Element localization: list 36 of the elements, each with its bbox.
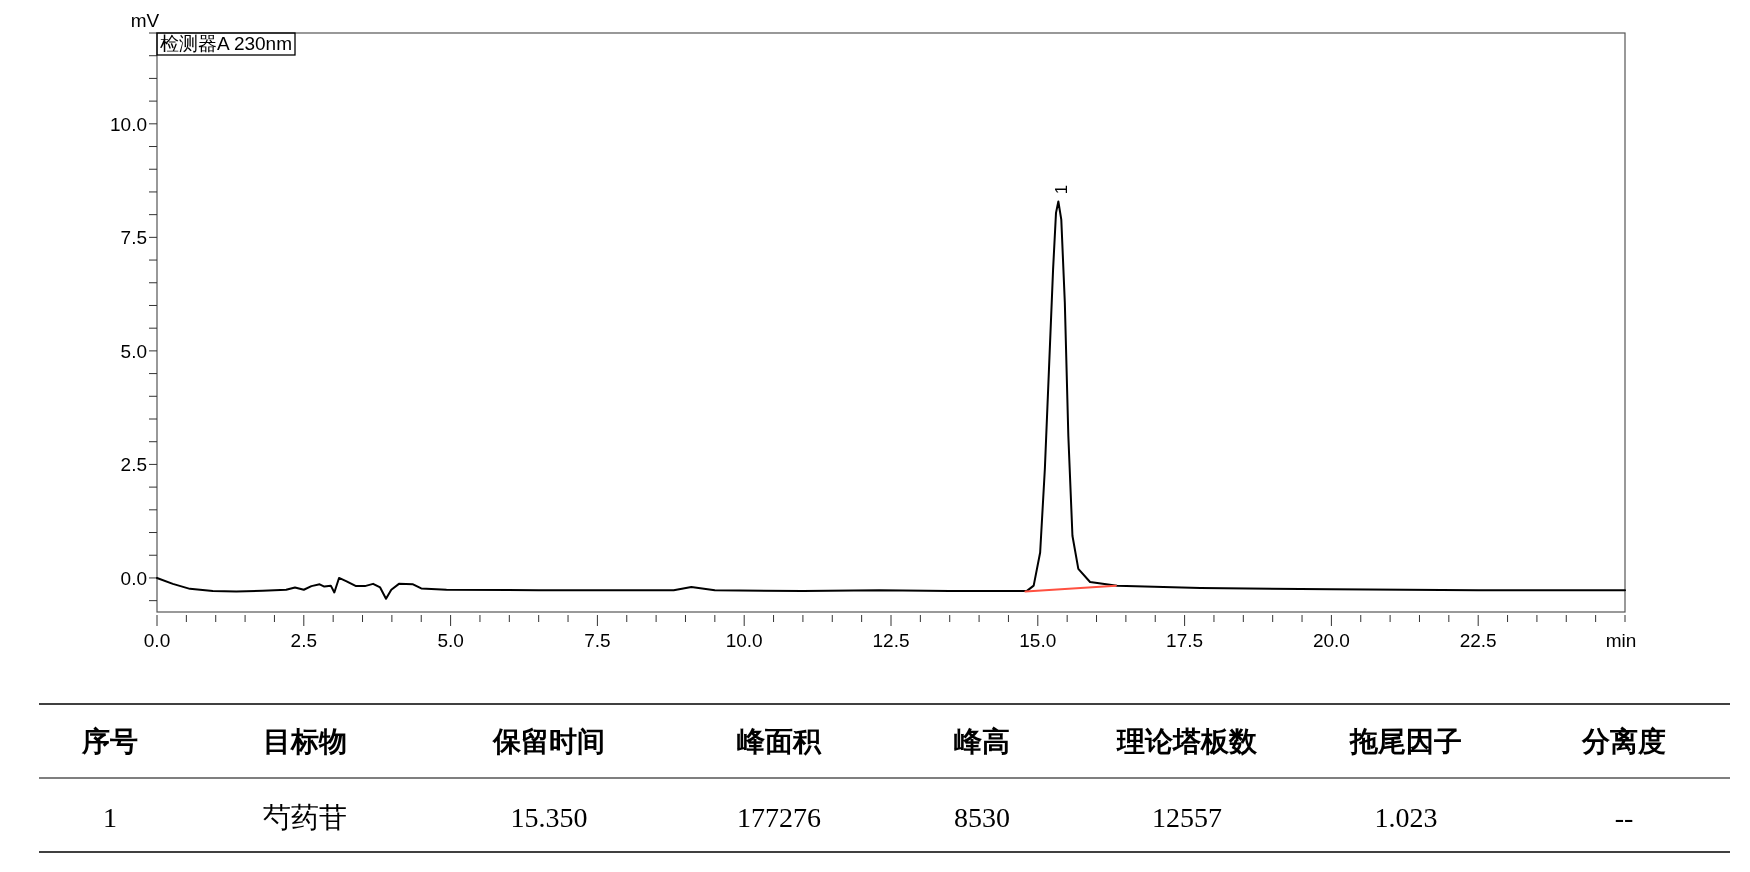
x-tick-label: 17.5 <box>1166 630 1204 651</box>
text: 理论塔板数 <box>1116 726 1258 757</box>
chart-title: 检测器A 230nm <box>160 33 292 54</box>
text: 目标物 <box>263 726 347 757</box>
text: 177276 <box>737 802 821 833</box>
text: 12557 <box>1152 802 1222 833</box>
text: 1.023 <box>1374 802 1438 833</box>
y-tick-label: 5.0 <box>120 340 147 362</box>
x-tick-label: 10.0 <box>725 630 763 651</box>
y-tick-label: 10.0 <box>110 113 147 135</box>
x-tick-label: 5.0 <box>437 630 464 651</box>
text: 峰高 <box>954 726 1010 757</box>
text: 峰面积 <box>737 726 822 757</box>
annotation: 1 <box>1052 184 1072 195</box>
text: 分离度 <box>1581 726 1666 757</box>
y-tick-label: 7.5 <box>120 227 147 249</box>
x-tick-label: 20.0 <box>1312 630 1350 651</box>
x-tick-label: 15.0 <box>1019 630 1057 651</box>
x-tick-label: 0.0 <box>143 630 171 651</box>
text: -- <box>1614 802 1634 833</box>
y-tick-label: 0.0 <box>120 567 147 589</box>
x-tick-label: 22.5 <box>1459 630 1497 651</box>
line-series <box>156 200 1626 600</box>
x-tick-label: 12.5 <box>872 630 910 651</box>
text: 15.350 <box>510 802 588 833</box>
text: 芍药苷 <box>263 802 347 833</box>
text: 8530 <box>954 802 1010 833</box>
x-tick-label: 2.5 <box>290 630 318 651</box>
y-axis-title: mV <box>130 10 160 31</box>
text: 1 <box>103 802 117 833</box>
text: 保留时间 <box>492 726 605 757</box>
x-axis-title: min <box>1605 630 1637 651</box>
text: 序号 <box>81 726 138 757</box>
y-tick-label: 2.5 <box>120 454 147 476</box>
x-tick-label: 7.5 <box>584 630 611 651</box>
text: 拖尾因子 <box>1349 726 1462 757</box>
